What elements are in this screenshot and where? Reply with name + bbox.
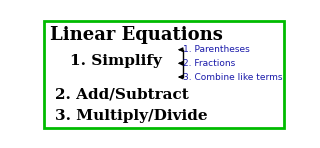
Text: 3. Combine like terms: 3. Combine like terms [183,73,282,82]
Text: 3. Multiply/Divide: 3. Multiply/Divide [55,109,207,123]
Text: 2. Add/Subtract: 2. Add/Subtract [55,87,188,101]
Text: 2. Fractions: 2. Fractions [183,59,235,68]
Text: Linear Equations: Linear Equations [50,26,223,44]
FancyBboxPatch shape [44,21,284,128]
Text: 1. Parentheses: 1. Parentheses [183,45,249,54]
Text: 1. Simplify: 1. Simplify [70,54,162,68]
